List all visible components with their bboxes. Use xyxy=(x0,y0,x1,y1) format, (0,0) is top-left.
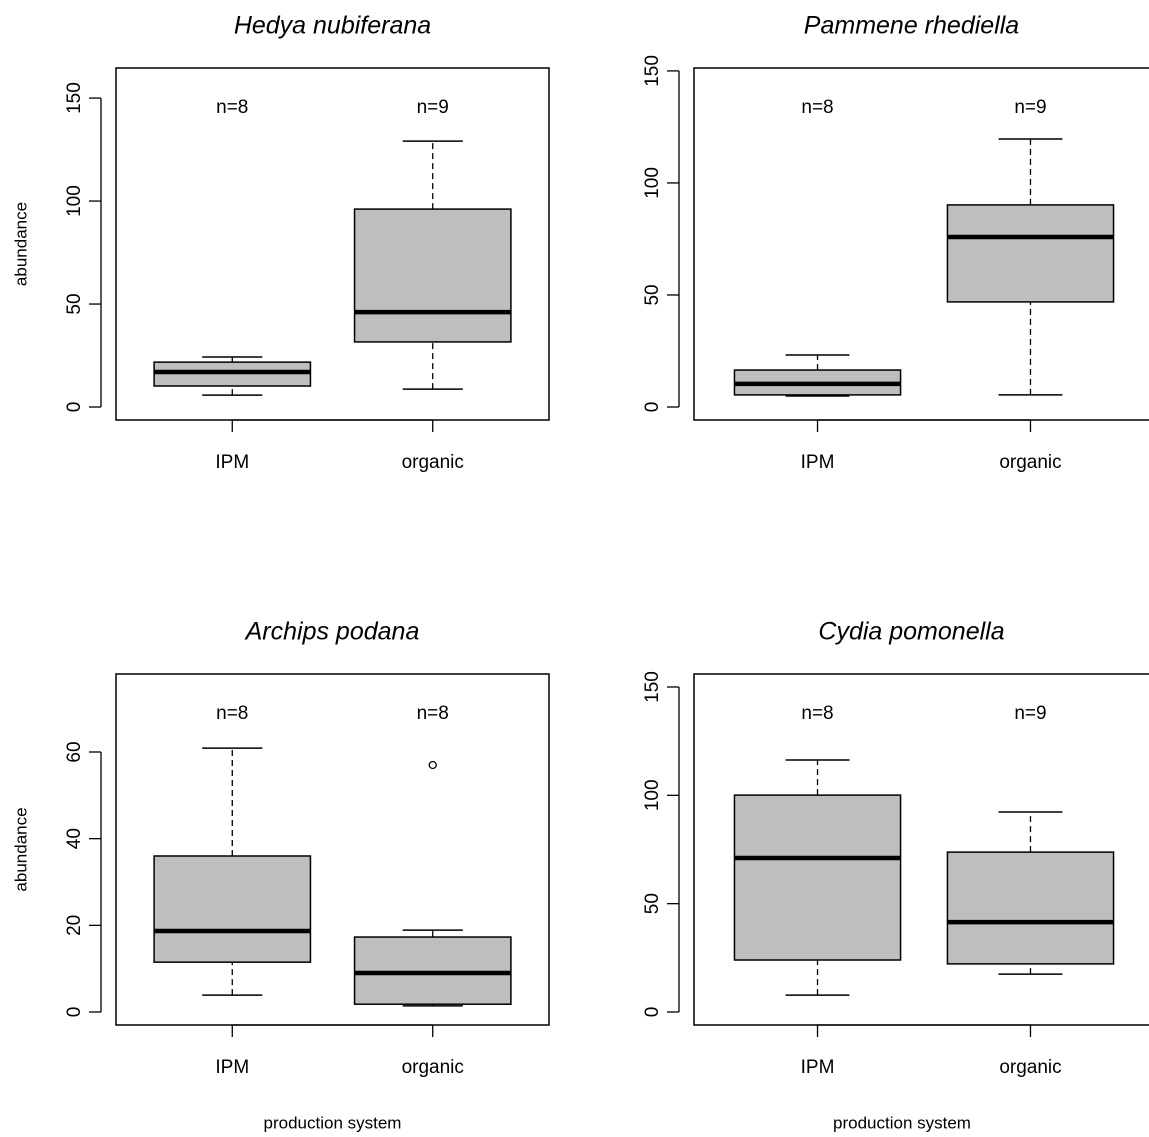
box xyxy=(946,851,1115,965)
y-tick-label: 50 xyxy=(64,293,85,314)
panel-title: Hedya nubiferana xyxy=(234,12,431,40)
box xyxy=(733,794,902,961)
panel-title: Cydia pomonella xyxy=(818,618,1004,646)
x-tick-label: organic xyxy=(999,452,1061,473)
y-axis-label: abundance xyxy=(11,202,30,286)
panel-title: Archips podana xyxy=(244,618,420,646)
n-label: n=9 xyxy=(417,97,449,118)
n-label: n=8 xyxy=(801,703,833,724)
y-tick-label: 60 xyxy=(64,741,85,762)
x-tick-label: IPM xyxy=(801,1057,835,1078)
y-tick-label: 50 xyxy=(642,284,663,305)
y-tick-label: 150 xyxy=(642,55,663,87)
box xyxy=(153,855,312,963)
y-tick-label: 100 xyxy=(64,185,85,217)
y-axis-label: abundance xyxy=(11,807,30,891)
n-label: n=8 xyxy=(216,97,248,118)
x-tick-label: organic xyxy=(402,452,464,473)
n-label: n=8 xyxy=(801,97,833,118)
box xyxy=(353,208,512,343)
box xyxy=(353,936,512,1005)
y-tick-label: 0 xyxy=(64,1007,85,1018)
x-axis-label: production system xyxy=(833,1113,971,1132)
x-tick-label: IPM xyxy=(215,1057,249,1078)
y-tick-label: 150 xyxy=(642,671,663,703)
x-tick-label: organic xyxy=(999,1057,1061,1078)
x-tick-label: IPM xyxy=(215,452,249,473)
n-label: n=8 xyxy=(417,703,449,724)
y-tick-label: 50 xyxy=(642,893,663,914)
x-tick-label: IPM xyxy=(801,452,835,473)
y-tick-label: 100 xyxy=(642,779,663,811)
x-axis-label: production system xyxy=(264,1113,402,1132)
y-tick-label: 0 xyxy=(64,402,85,413)
y-tick-label: 100 xyxy=(642,167,663,199)
y-tick-label: 150 xyxy=(64,82,85,114)
y-tick-label: 0 xyxy=(642,1007,663,1018)
n-label: n=9 xyxy=(1014,703,1046,724)
box xyxy=(946,204,1115,303)
y-tick-label: 20 xyxy=(64,915,85,936)
outlier xyxy=(428,760,437,770)
n-label: n=8 xyxy=(216,703,248,724)
x-tick-label: organic xyxy=(402,1057,464,1078)
n-label: n=9 xyxy=(1014,97,1046,118)
y-tick-label: 0 xyxy=(642,402,663,413)
y-tick-label: 40 xyxy=(64,828,85,849)
panel-title: Pammene rhediella xyxy=(804,12,1019,40)
